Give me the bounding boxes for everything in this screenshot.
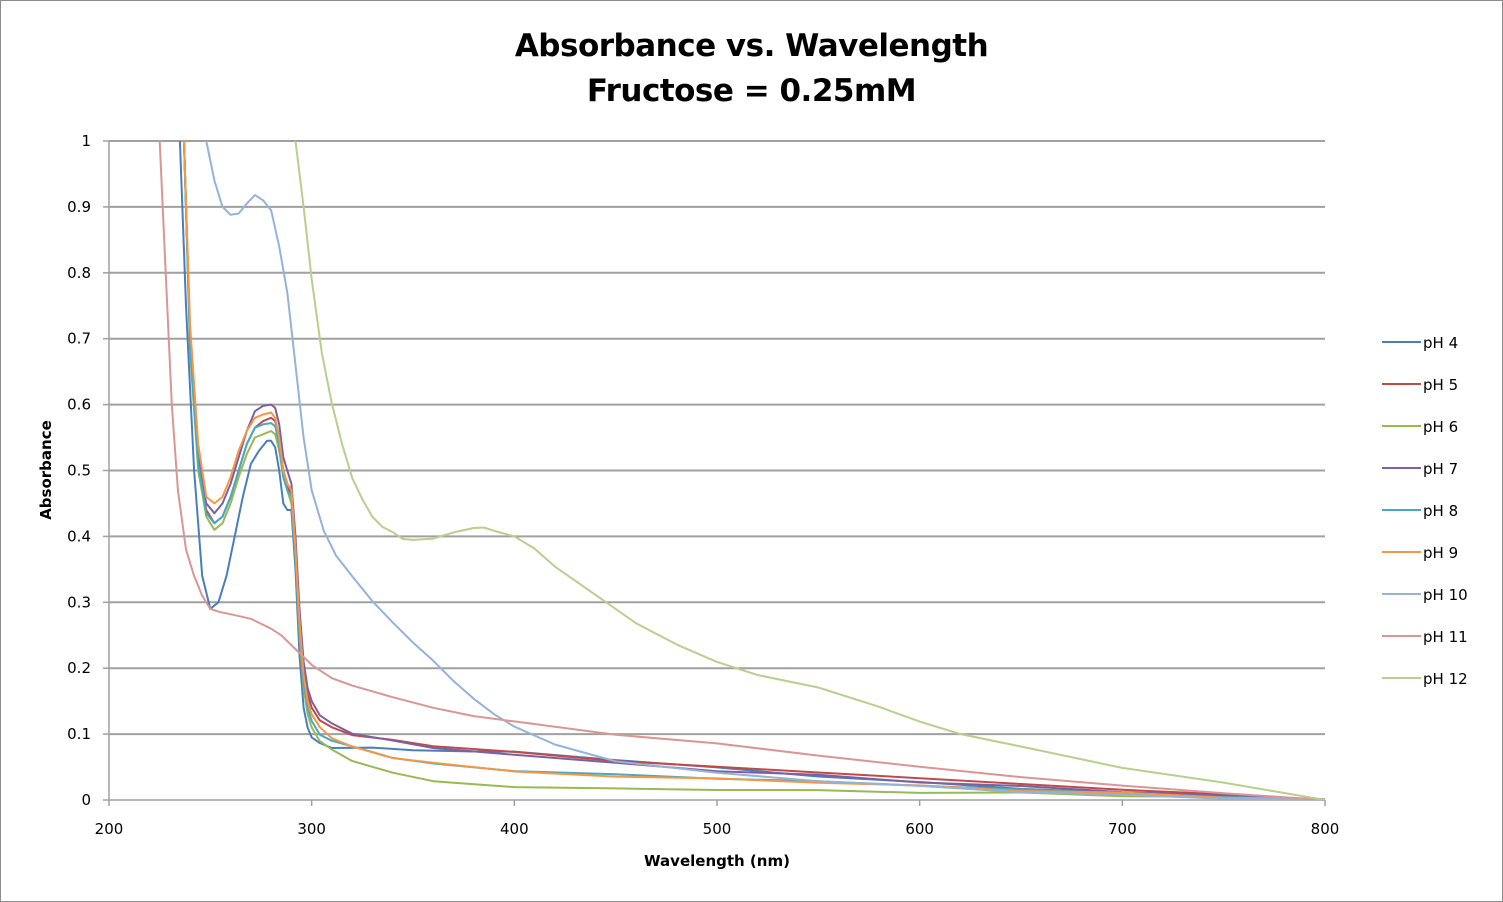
legend-item: pH 9 [1382,544,1458,562]
y-tick-label: 0.6 [67,396,91,414]
y-tick-label: 0.1 [67,725,91,743]
y-axis-title: Absorbance [37,420,55,520]
x-tick-label: 400 [500,820,529,838]
y-tick-label: 0.8 [67,264,91,282]
legend-label: pH 11 [1423,628,1468,646]
x-tick-label: 800 [1311,820,1340,838]
y-tick-label: 0.4 [67,527,91,545]
chart-subtitle: Fructose = 0.25mM [586,73,917,109]
x-tick-label: 300 [297,820,326,838]
y-tick-label: 1 [81,132,91,150]
legend-item: pH 8 [1382,502,1458,520]
series-line-ph-10 [205,141,1325,800]
legend-item: pH 12 [1382,670,1468,688]
y-tick-label: 0.3 [67,593,91,611]
legend-item: pH 7 [1382,460,1458,478]
legend-item: pH 5 [1382,376,1458,394]
x-tick-label: 200 [95,820,124,838]
y-tick-label: 0.7 [67,330,91,348]
legend-label: pH 7 [1423,460,1458,478]
chart-title: Absorbance vs. Wavelength [514,28,989,64]
series-line-ph-12 [294,141,1325,800]
legend-label: pH 9 [1423,544,1458,562]
series-group [158,141,1325,800]
legend: pH 4 pH 5 pH 6 pH 7 pH 8 pH 9 pH 10 pH 11 pH 12 [1382,334,1468,688]
x-axis-title: Wavelength (nm) [644,852,790,870]
legend-label: pH 4 [1423,334,1458,352]
legend-item: pH 10 [1382,586,1468,604]
y-tick-label: 0.5 [67,462,91,480]
legend-label: pH 5 [1423,376,1458,394]
x-tick-label: 500 [703,820,732,838]
series-line-ph-9 [183,141,1325,800]
y-tick-label: 0 [81,791,91,809]
legend-label: pH 10 [1423,586,1468,604]
series-line-ph-11 [158,141,1325,800]
y-tick-label: 0.2 [67,659,91,677]
x-tick-label: 600 [905,820,934,838]
legend-item: pH 4 [1382,334,1458,352]
legend-label: pH 8 [1423,502,1458,520]
legend-label: pH 6 [1423,418,1458,436]
y-tick-label: 0.9 [67,198,91,216]
legend-item: pH 6 [1382,418,1458,436]
axes: 0 0.1 0.2 0.3 0.4 0.5 0.6 0.7 0.8 0.9 1 200 300 400 50… [67,132,1339,838]
legend-label: pH 12 [1423,670,1468,688]
x-tick-label: 700 [1108,820,1137,838]
legend-item: pH 11 [1382,628,1468,646]
